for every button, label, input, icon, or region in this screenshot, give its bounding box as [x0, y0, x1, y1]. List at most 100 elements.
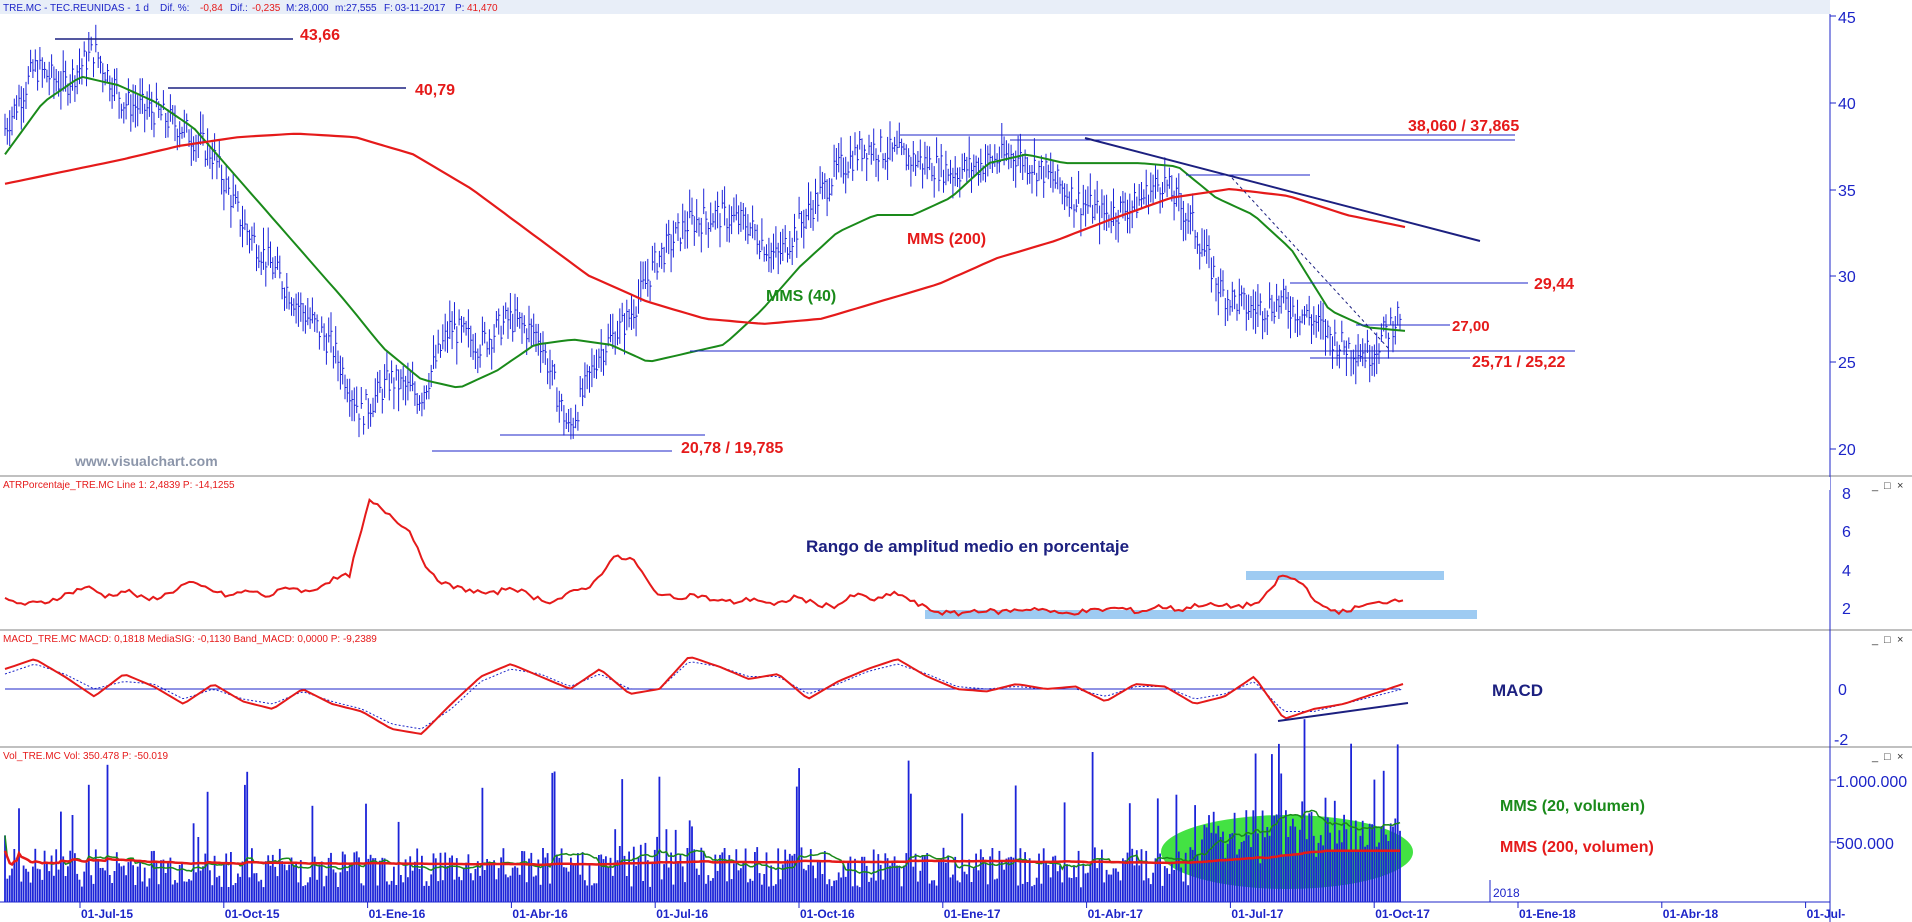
- annotation-sma40: MMS (40): [766, 288, 836, 305]
- volume-bar: [651, 862, 654, 902]
- volume-bar: [174, 880, 176, 902]
- x-axis-label: 01-Jul-17: [1231, 907, 1283, 921]
- volume-bar: [912, 866, 915, 902]
- x-axis-label: 01-Ene-18: [1519, 907, 1576, 921]
- volume-bar: [1329, 832, 1331, 902]
- volume-bar: [702, 850, 705, 902]
- volume-bar: [1357, 850, 1359, 902]
- volume-bar: [611, 875, 614, 902]
- volume-bar: [500, 857, 502, 902]
- atr-minimize-button[interactable]: _: [1871, 480, 1879, 492]
- volume-bar: [553, 771, 556, 902]
- volume-bar: [1322, 845, 1324, 902]
- volume-bar: [795, 786, 798, 902]
- volume-bar: [1354, 820, 1357, 902]
- volume-bar: [495, 879, 498, 902]
- volume-bar: [733, 863, 735, 902]
- volume-bar: [779, 879, 782, 902]
- volume-bar: [970, 882, 973, 902]
- volume-bar: [213, 855, 216, 902]
- volume-bar: [621, 779, 624, 902]
- volume-bar: [807, 864, 810, 902]
- price-tick-40: 40: [1838, 96, 1856, 113]
- volume-maximize-button[interactable]: □: [1884, 751, 1891, 763]
- volume-minimize-button[interactable]: _: [1871, 751, 1879, 763]
- downtrend-line: [1084, 137, 1481, 242]
- volume-bar: [544, 857, 547, 902]
- volume-bar: [607, 866, 610, 902]
- volume-bar: [523, 851, 526, 902]
- volume-bar: [83, 871, 86, 902]
- volume-bar: [586, 885, 589, 902]
- volume-bar: [60, 811, 62, 902]
- volume-bar: [700, 847, 703, 902]
- volume-panel-header: Vol_TRE.MC Vol: 350.478 P: -50.019: [3, 751, 169, 762]
- volume-bar: [341, 851, 344, 902]
- volume-bar: [1375, 846, 1378, 902]
- volume-bar: [92, 883, 95, 902]
- volume-bar: [1028, 858, 1031, 902]
- volume-bar: [316, 879, 318, 902]
- volume-bar: [327, 857, 330, 902]
- volume-bar: [232, 885, 235, 902]
- macd-minimize-button[interactable]: _: [1871, 634, 1879, 646]
- volume-bar: [1173, 869, 1175, 902]
- volume-bar: [714, 854, 717, 902]
- volume-bar: [1047, 865, 1050, 902]
- volume-bar: [851, 886, 854, 902]
- volume-bar: [120, 866, 123, 902]
- volume-bar: [549, 883, 551, 902]
- macd-maximize-button[interactable]: □: [1884, 634, 1891, 646]
- volume-bar: [323, 886, 325, 902]
- volume-bar: [306, 882, 309, 902]
- atr-close-button[interactable]: ×: [1897, 480, 1903, 492]
- volume-bar: [618, 846, 621, 902]
- volume-bar: [1108, 874, 1110, 902]
- volume-bar: [1380, 826, 1383, 902]
- volume-close-button[interactable]: ×: [1897, 751, 1903, 763]
- volume-sma20-label: MMS (20, volumen): [1500, 798, 1645, 815]
- volume-bar: [1191, 849, 1194, 902]
- volume-bar: [968, 859, 971, 902]
- volume-bar: [462, 867, 465, 902]
- x-axis-label: 01-Abr-16: [512, 907, 568, 921]
- volume-bar: [32, 866, 34, 902]
- volume-bar: [295, 863, 297, 902]
- volume-bar: [313, 856, 316, 902]
- volume-highlight-blob: [1161, 815, 1413, 889]
- volume-bar: [1138, 865, 1141, 902]
- volume-bar: [1289, 826, 1292, 902]
- x-axis-label: 01-Oct-16: [800, 907, 855, 921]
- volume-bar: [1336, 843, 1338, 902]
- volume-bar: [1017, 885, 1019, 902]
- volume-bar: [670, 852, 672, 902]
- volume-bar: [1014, 785, 1017, 902]
- volume-bar: [591, 885, 593, 902]
- volume-bar: [1222, 831, 1224, 902]
- volume-bar: [1243, 840, 1245, 902]
- volume-bar: [171, 884, 174, 902]
- volume-tick-500k: 500.000: [1836, 836, 1894, 853]
- volume-bar: [616, 860, 619, 902]
- atr-maximize-button[interactable]: □: [1884, 480, 1891, 492]
- volume-bar: [1292, 818, 1294, 902]
- volume-bar: [1350, 743, 1352, 902]
- volume-bar: [900, 886, 903, 902]
- macd-close-button[interactable]: ×: [1897, 634, 1903, 646]
- volume-bar: [693, 849, 696, 902]
- volume-bar: [781, 864, 784, 902]
- volume-bar: [938, 860, 940, 902]
- volume-bar: [893, 856, 896, 902]
- volume-bar: [518, 874, 521, 902]
- volume-bar: [903, 865, 905, 902]
- volume-bar: [13, 849, 16, 902]
- volume-bar: [339, 872, 342, 902]
- volume-bar: [593, 883, 596, 902]
- volume-bar: [39, 869, 41, 902]
- volume-bar: [1282, 854, 1285, 902]
- volume-bar: [737, 870, 740, 902]
- volume-bar: [1112, 868, 1115, 902]
- volume-bar: [1368, 823, 1371, 902]
- volume-bar: [949, 877, 952, 902]
- volume-bar: [509, 875, 512, 902]
